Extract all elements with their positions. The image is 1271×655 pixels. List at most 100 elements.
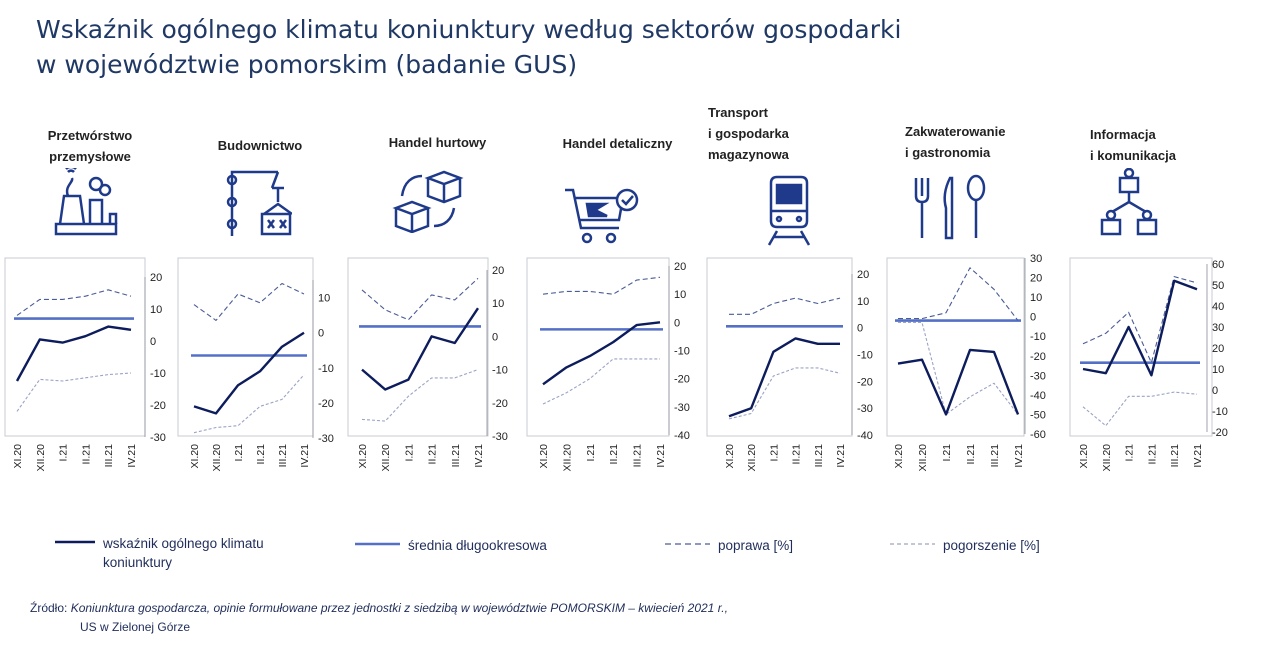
- y-tick-label: 0: [1212, 385, 1218, 397]
- x-tick-label: XI.20: [357, 444, 369, 469]
- y-tick-label: 10: [1212, 364, 1224, 376]
- legend-item-down: pogorszenie [%]: [890, 536, 1040, 555]
- x-tick-label: II.21: [608, 444, 620, 465]
- page-title: Wskaźnik ogólnego klimatu koniunktury we…: [36, 12, 996, 82]
- series-line-down: [16, 372, 132, 412]
- x-tick-label: I.21: [941, 444, 953, 462]
- series-line-down: [1082, 391, 1198, 427]
- legend-label-main: wskaźnik ogólnego klimatu koniunktury: [103, 536, 264, 570]
- x-tick-label: I.21: [1124, 444, 1136, 462]
- y-tick-label: 50: [1212, 280, 1224, 292]
- y-tick-label: 0: [492, 331, 498, 343]
- x-tick-label: XI.20: [724, 444, 736, 469]
- sector-header-construction: Budownictwo: [217, 138, 303, 153]
- chart-5: -60 -50 -40 -30 -20 -10 0 10 20 30 XI.20 XII.20 I.21…: [886, 253, 1046, 471]
- x-tick-label: III.21: [813, 444, 825, 468]
- y-tick-label: 0: [1030, 312, 1036, 324]
- y-tick-label: 0: [318, 328, 324, 340]
- series-line-down: [898, 321, 1019, 415]
- y-tick-label: -10: [150, 368, 166, 380]
- x-tick-label: XII.20: [746, 444, 758, 472]
- y-tick-label: 20: [150, 272, 162, 284]
- y-tick-label: -30: [674, 402, 690, 414]
- y-tick-label: -20: [492, 398, 508, 410]
- y-tick-label: -10: [1212, 406, 1228, 418]
- legend-item-avg: średnia długookresowa: [355, 536, 547, 555]
- series-line-main: [897, 348, 1020, 416]
- chart-4: -40 -30 -20 -10 0 10 20 XI.20 XII.20 I.21 II.21 III…: [706, 257, 873, 472]
- x-tick-label: IV.21: [126, 444, 138, 468]
- series-line-up: [193, 282, 305, 321]
- x-tick-label: III.21: [103, 444, 115, 468]
- x-tick-label: I.21: [585, 444, 597, 462]
- y-tick-label: -30: [150, 432, 166, 444]
- series-line-up: [542, 276, 661, 295]
- chart-frame: [1069, 257, 1213, 437]
- factory-icon: [54, 168, 118, 236]
- series-line-main: [728, 337, 840, 418]
- y-tick-label: 10: [150, 304, 162, 316]
- series-line-main: [15, 325, 132, 382]
- chart-frame: [347, 257, 489, 437]
- series-line-up: [729, 297, 841, 315]
- x-tick-label: III.21: [989, 444, 1001, 468]
- y-tick-label: -30: [492, 431, 508, 443]
- y-tick-label: -30: [318, 433, 334, 445]
- x-tick-label: III.21: [632, 444, 644, 468]
- title-line-1: Wskaźnik ogólnego klimatu koniunktury we…: [36, 15, 902, 44]
- legend-item-main: wskaźnik ogólnego klimatu koniunktury: [55, 534, 264, 572]
- x-tick-label: II.21: [965, 444, 977, 465]
- sector-header-industry: Przetwórstwo przemysłowe: [47, 128, 133, 164]
- y-tick-label: -20: [318, 398, 334, 410]
- y-tick-label: -10: [674, 346, 690, 358]
- y-tick-label: -20: [150, 400, 166, 412]
- sector-header-retail: Handel detaliczny: [562, 136, 673, 151]
- sector-header-transport: Transport i gospodarka magazynowa: [708, 105, 789, 162]
- series-line-down: [193, 374, 305, 434]
- train-icon: [767, 175, 811, 246]
- sector-header-accommodation: Zakwaterowanie i gastronomia: [905, 124, 1006, 160]
- y-tick-label: 30: [1030, 253, 1042, 265]
- x-tick-label: IV.21: [299, 444, 311, 468]
- chart-0: -30 -20 -10 0 10 20 XI.20 XII.20 I.21 II.21 III.21…: [4, 257, 166, 472]
- x-tick-label: XI.20: [189, 444, 201, 469]
- y-tick-label: 0: [674, 317, 680, 329]
- chart-frame: [177, 257, 314, 437]
- y-tick-label: 20: [674, 261, 686, 273]
- source-prefix: Źródło:: [30, 601, 68, 615]
- series-line-up: [1082, 276, 1198, 364]
- x-tick-label: XII.20: [35, 444, 47, 472]
- title-line-2: w województwie pomorskim (badanie GUS): [36, 50, 578, 79]
- y-tick-label: -30: [857, 403, 873, 415]
- wholesale-boxes-icon: [392, 170, 464, 233]
- series-line-down: [542, 358, 660, 405]
- crane-icon: [226, 170, 292, 236]
- x-tick-label: IV.21: [835, 444, 847, 468]
- shopping-cart-icon: [565, 188, 639, 244]
- y-tick-label: -60: [1030, 429, 1046, 441]
- legend-label-down: pogorszenie [%]: [943, 538, 1040, 553]
- y-tick-label: 40: [1212, 301, 1224, 313]
- series-line-main: [542, 321, 661, 386]
- source-line2: US w Zielonej Górze: [80, 620, 191, 634]
- x-tick-label: I.21: [768, 444, 780, 462]
- chart-1: -30 -20 -10 0 10 XI.20 XII.20 I.21 II.21 III.21 IV…: [177, 257, 334, 471]
- y-tick-label: -30: [1030, 370, 1046, 382]
- legend-swatch-avg: [355, 542, 400, 546]
- chart-frame: [886, 257, 1025, 437]
- y-tick-label: 20: [1030, 273, 1042, 285]
- x-tick-label: XI.20: [538, 444, 550, 469]
- y-tick-label: -20: [857, 376, 873, 388]
- y-tick-label: -20: [1030, 351, 1046, 363]
- source-body: Koniunktura gospodarcza, opinie formułow…: [70, 601, 728, 615]
- series-line-up: [898, 267, 1019, 321]
- x-tick-label: IV.21: [473, 444, 485, 468]
- x-tick-label: I.21: [233, 444, 245, 462]
- x-tick-label: IV.21: [1192, 444, 1204, 468]
- y-tick-label: 10: [674, 289, 686, 301]
- y-tick-label: -50: [1030, 409, 1046, 421]
- x-tick-label: XII.20: [380, 444, 392, 472]
- y-tick-label: 10: [1030, 292, 1042, 304]
- x-tick-label: II.21: [427, 444, 439, 465]
- y-tick-label: 20: [492, 265, 504, 277]
